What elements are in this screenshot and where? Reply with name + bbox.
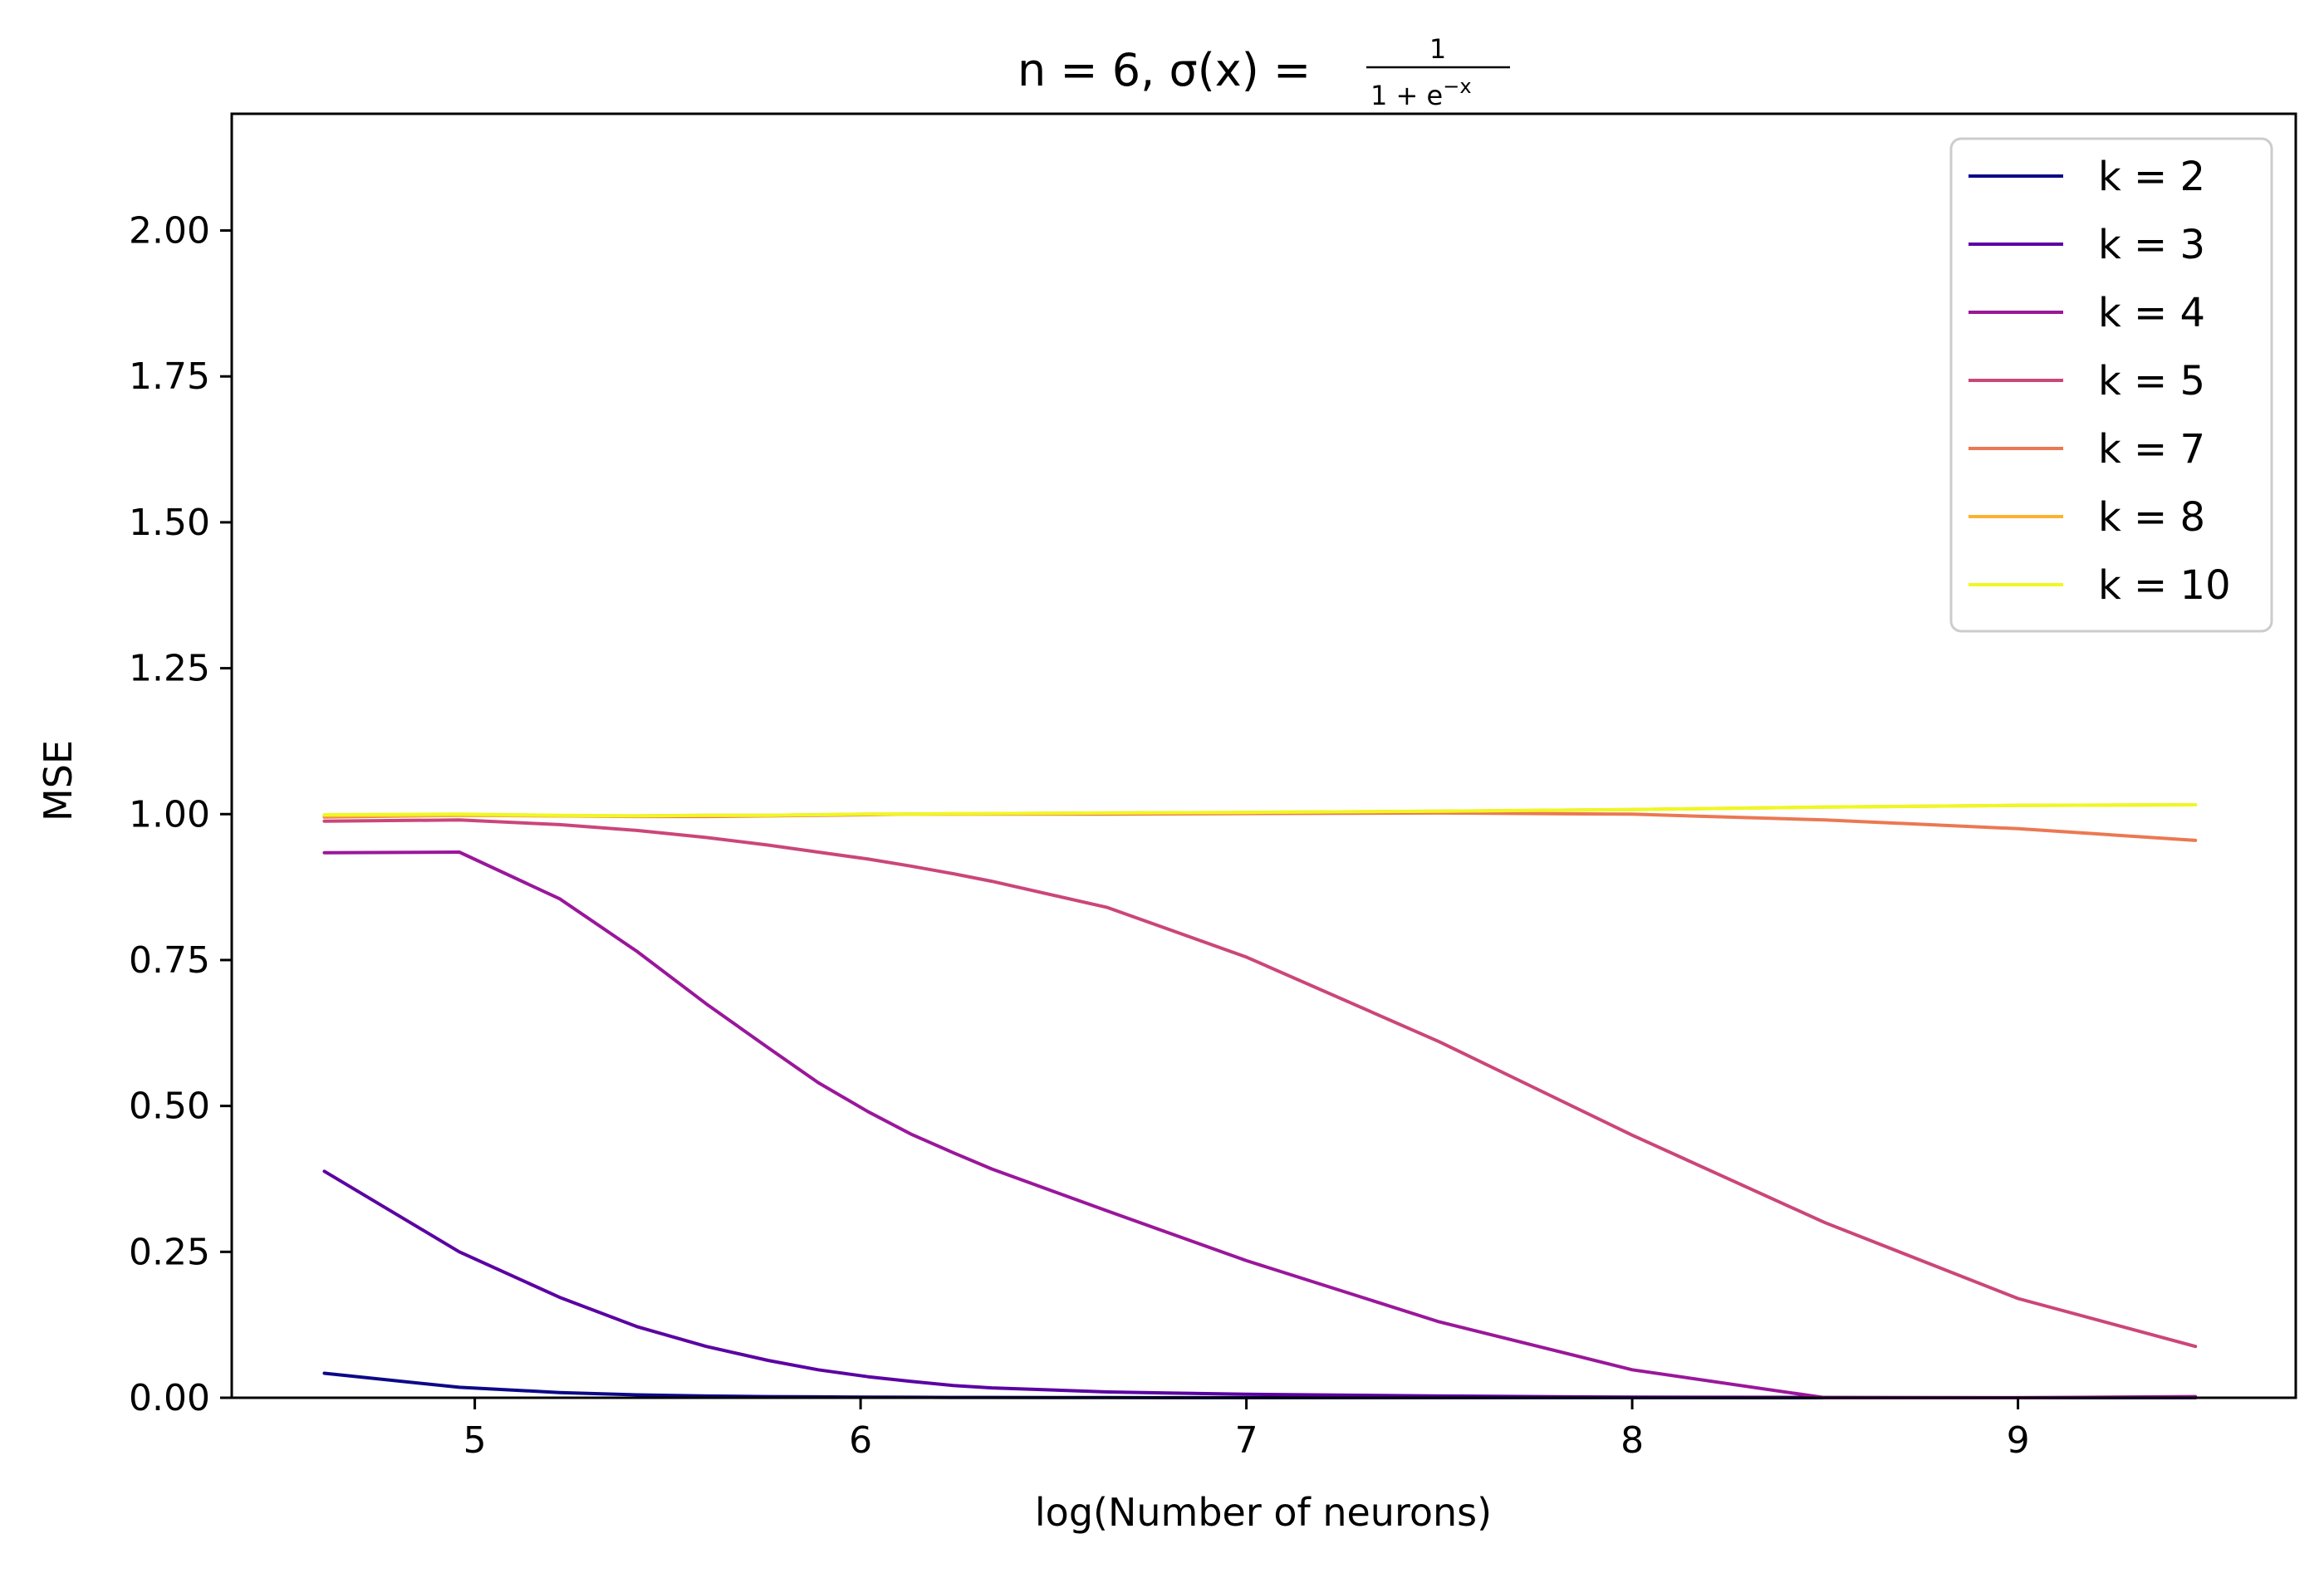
legend-label: k = 10: [2098, 562, 2231, 609]
legend-label: k = 7: [2098, 426, 2205, 473]
legend: k = 2 k = 3 k = 4 k = 5 k = 7 k = 8 k = 10: [1949, 137, 2273, 633]
y-tick-label: 1.50: [129, 502, 210, 544]
y-tick-label: 0.50: [129, 1085, 210, 1128]
y-tick-label: 1.25: [129, 648, 210, 690]
legend-label: k = 3: [2098, 222, 2205, 268]
y-axis-ticks: 0.00 0.25 0.50 0.75 1.00 1.25 1.50 1.75 2.00: [129, 210, 232, 1419]
x-tick-label: 7: [1235, 1419, 1258, 1462]
series-line-k3: [322, 1169, 2198, 1399]
legend-label: k = 4: [2098, 290, 2205, 336]
x-axis-label: log(Number of neurons): [1035, 1490, 1492, 1535]
series-line-k4: [322, 850, 2198, 1399]
x-tick-label: 8: [1620, 1419, 1644, 1462]
legend-items: k = 2 k = 3 k = 4 k = 5 k = 7 k = 8 k = 10: [1969, 154, 2231, 609]
x-tick-label: 5: [463, 1419, 487, 1462]
title-denominator-base: 1 + e: [1370, 80, 1443, 111]
legend-box: [1949, 137, 2273, 633]
title-main: n = 6, σ(x) =: [1017, 44, 1311, 96]
title-denominator: 1 + e−x: [1370, 75, 1472, 111]
legend-label: k = 5: [2098, 358, 2205, 404]
chart-title: n = 6, σ(x) = 1 1 + e−x: [1017, 33, 1510, 111]
legend-label: k = 8: [2098, 494, 2205, 541]
x-axis-ticks: 5 6 7 8 9: [463, 1398, 2030, 1462]
title-exponent: −x: [1443, 75, 1471, 98]
x-tick-label: 9: [2007, 1419, 2030, 1462]
series-line-k5: [322, 818, 2198, 1349]
y-tick-label: 1.00: [129, 793, 210, 836]
series-layer: [322, 803, 2198, 1399]
y-tick-label: 0.00: [129, 1377, 210, 1419]
plot-frame: [230, 112, 2297, 1399]
series-line-k10: [322, 803, 2198, 818]
y-tick-label: 1.75: [129, 355, 210, 398]
x-tick-label: 6: [849, 1419, 872, 1462]
y-tick-label: 0.25: [129, 1231, 210, 1273]
y-tick-label: 2.00: [129, 210, 210, 252]
title-numerator: 1: [1429, 33, 1446, 65]
y-tick-label: 0.75: [129, 939, 210, 982]
y-axis-label: MSE: [36, 740, 81, 821]
legend-label: k = 2: [2098, 154, 2205, 200]
